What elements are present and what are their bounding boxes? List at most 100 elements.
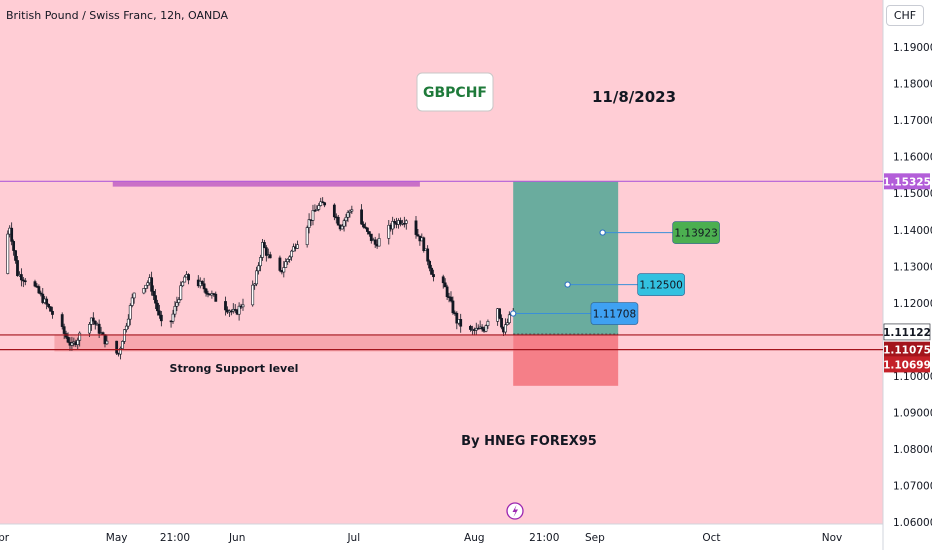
- currency-button[interactable]: CHF: [886, 5, 924, 26]
- tp-badge: 1.13923: [672, 221, 720, 244]
- price-level-badge-label: 1.10699: [883, 359, 931, 371]
- candle-body: [399, 220, 402, 225]
- candle-body: [498, 308, 501, 319]
- candle-body: [124, 325, 128, 331]
- candle-body: [504, 324, 507, 333]
- candle-body: [336, 217, 340, 226]
- time-tick-label: 21:00: [160, 532, 190, 544]
- price-tick-label: 1.15000: [893, 188, 932, 200]
- candle-body: [307, 219, 311, 228]
- candle-body: [507, 314, 511, 324]
- candle-body: [62, 326, 66, 334]
- candle-body: [60, 314, 64, 327]
- price-level-badge-label: 1.11075: [883, 345, 931, 357]
- candle-body: [286, 258, 290, 263]
- author-annotation[interactable]: By HNEG FOREX95: [461, 434, 597, 449]
- candle-body: [14, 250, 17, 261]
- candle-body: [278, 257, 282, 271]
- candle-body: [88, 324, 91, 334]
- time-tick-label: Apr: [0, 532, 10, 544]
- price-tick-label: 1.06000: [893, 517, 932, 529]
- candle-body: [123, 329, 126, 342]
- candle-body: [16, 260, 19, 277]
- candle-body: [311, 210, 315, 221]
- candle-body: [344, 216, 348, 222]
- candle-body: [476, 327, 480, 330]
- time-tick-label: Nov: [822, 532, 843, 544]
- price-tick-label: 1.17000: [893, 115, 932, 127]
- candle-body: [340, 225, 344, 230]
- candle-body: [154, 295, 157, 304]
- candle-body: [288, 256, 292, 260]
- candle-body: [229, 310, 233, 313]
- price-level-badge: 1.10699: [883, 356, 931, 373]
- candle-body: [158, 310, 161, 316]
- tp-point: [510, 310, 517, 317]
- candle-body: [255, 270, 258, 285]
- support-zone: [54, 334, 514, 352]
- chart-title: British Pound / Swiss Franc, 12h, OANDA: [6, 9, 229, 22]
- candle-body: [37, 286, 41, 294]
- candle-body: [402, 222, 406, 225]
- candle-body: [364, 226, 367, 229]
- tp-badge-label: 1.13923: [674, 228, 717, 240]
- candle-body: [173, 306, 177, 315]
- candle-body: [416, 234, 420, 237]
- price-level-badge-label: 1.15325: [883, 176, 931, 188]
- candle-body: [49, 306, 52, 312]
- support-annotation[interactable]: Strong Support level: [170, 362, 299, 375]
- candle-body: [21, 279, 25, 282]
- price-level-badge: 1.11075: [883, 341, 931, 358]
- candle-body: [317, 205, 321, 210]
- tp-badge: 1.11708: [590, 302, 639, 325]
- tp-badge: 1.12500: [637, 273, 685, 296]
- candle-body: [159, 314, 163, 322]
- candle-body: [142, 288, 146, 294]
- candle-body: [91, 317, 95, 322]
- candle-body: [78, 332, 82, 341]
- candle-body: [12, 241, 16, 251]
- candle-body: [23, 280, 27, 283]
- candle-body: [505, 322, 509, 325]
- price-level-badge-box: [884, 173, 930, 190]
- candle-body: [414, 220, 418, 235]
- price-tick-label: 1.19000: [893, 42, 932, 54]
- candle-body: [128, 305, 132, 320]
- symbol-annotation[interactable]: GBPCHF: [416, 72, 494, 112]
- time-tick-label: Jul: [346, 532, 360, 544]
- price-tick-label: 1.12000: [893, 298, 932, 310]
- price-tick-label: 1.13000: [893, 261, 932, 273]
- lightning-icon[interactable]: [506, 502, 524, 520]
- candle-body: [292, 246, 295, 252]
- candle-body: [443, 282, 447, 288]
- candle-body: [422, 237, 426, 251]
- candle-body: [204, 288, 208, 294]
- candle-body: [146, 282, 150, 286]
- candle-body: [367, 231, 371, 235]
- candle-body: [51, 310, 54, 315]
- candle-body: [284, 261, 288, 268]
- stop-zone: [513, 334, 619, 386]
- candle-body: [6, 233, 10, 274]
- price-level-badge-box: [883, 323, 931, 341]
- date-annotation[interactable]: 11/8/2023: [592, 88, 676, 106]
- candle-body: [360, 209, 363, 225]
- candle-body: [262, 242, 266, 248]
- candle-body: [321, 201, 325, 204]
- candle-body: [290, 250, 293, 258]
- candle-body: [268, 254, 272, 259]
- time-tick-label: Jun: [228, 532, 245, 544]
- candle-body: [175, 302, 179, 307]
- candle-body: [126, 318, 130, 327]
- candle-body: [130, 297, 134, 306]
- candle-body: [132, 292, 136, 299]
- candle-body: [115, 340, 119, 354]
- candle-body: [214, 293, 218, 302]
- candle-body: [455, 312, 459, 324]
- tp-point: [599, 229, 606, 236]
- candle-body: [391, 221, 395, 230]
- candle-body: [282, 267, 286, 273]
- time-axis-background: [0, 524, 883, 550]
